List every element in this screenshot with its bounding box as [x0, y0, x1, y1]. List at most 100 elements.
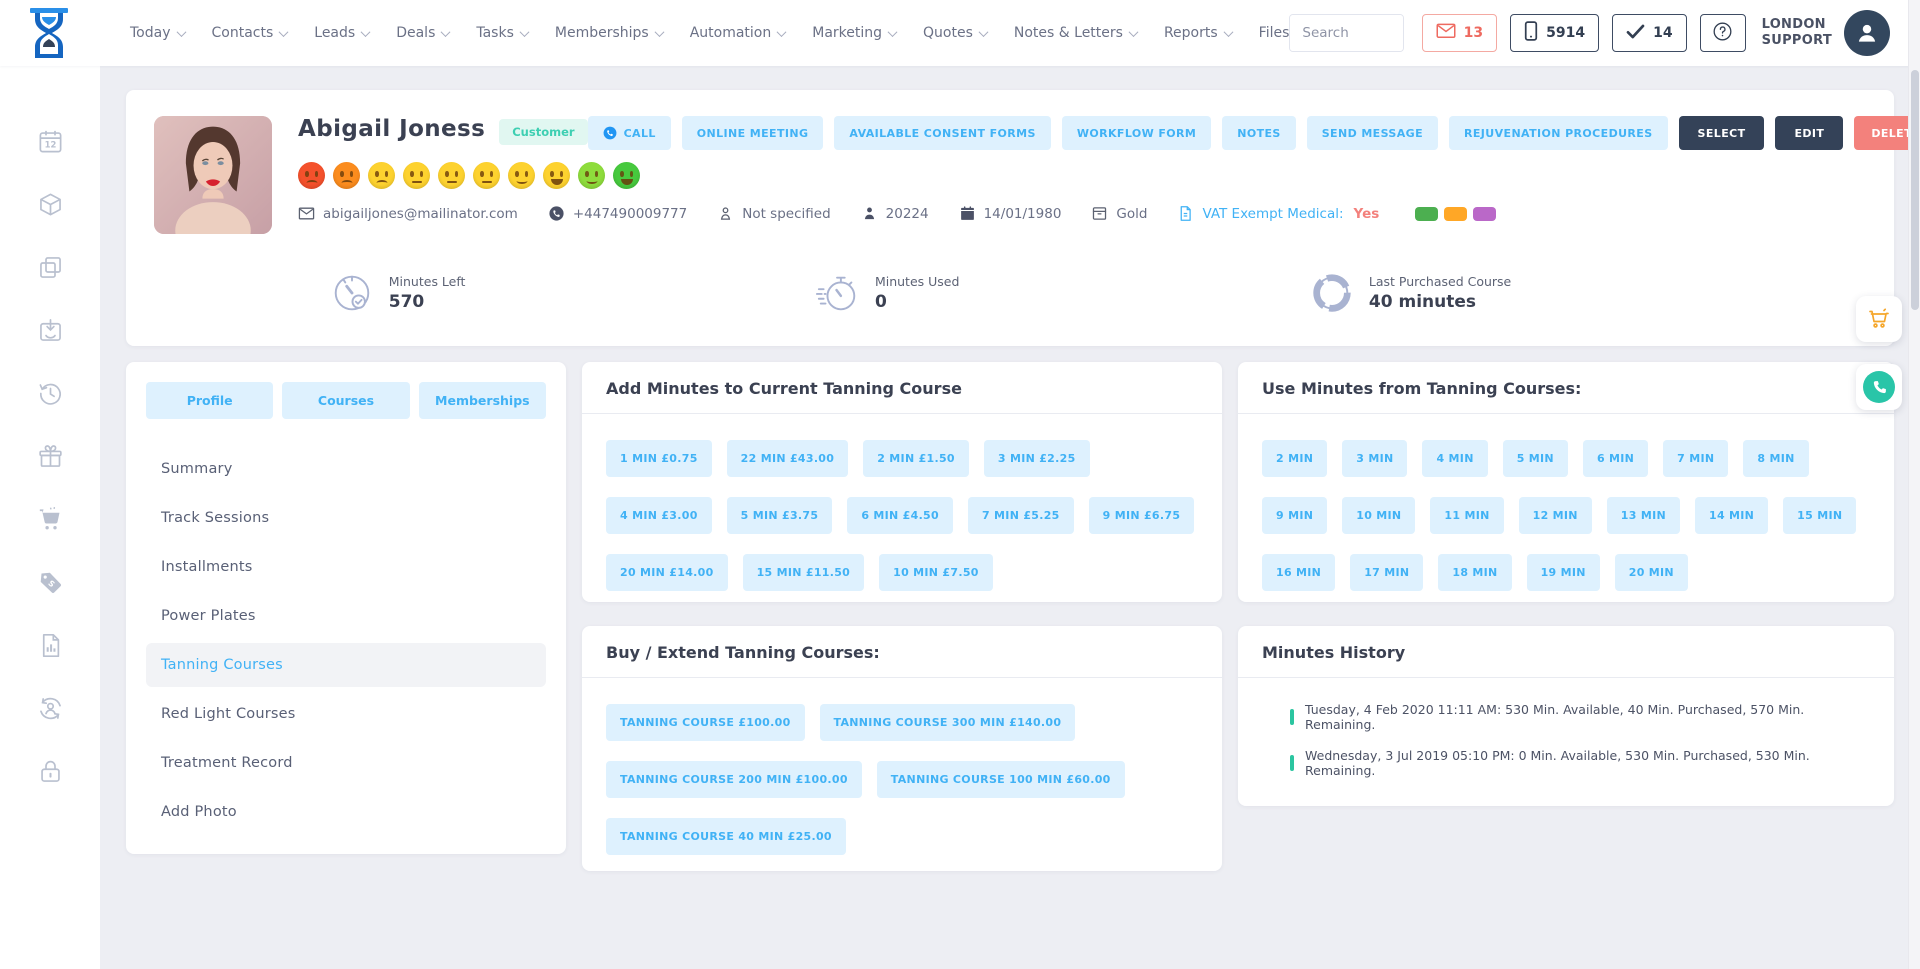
use-minutes-button[interactable]: 13 MIN: [1606, 497, 1680, 534]
gift-icon[interactable]: [37, 443, 64, 470]
price-tag-icon[interactable]: S: [37, 569, 64, 596]
tag-swatch[interactable]: [1444, 206, 1468, 221]
customer-email[interactable]: abigailjones@mailinator.com: [298, 205, 518, 222]
copy-icon[interactable]: [37, 254, 64, 281]
search-input[interactable]: [1290, 15, 1403, 51]
user-sync-icon[interactable]: [37, 695, 64, 722]
use-minutes-button[interactable]: 19 MIN: [1526, 554, 1600, 591]
use-minutes-button[interactable]: 15 MIN: [1783, 497, 1857, 534]
smiley-face-icon[interactable]: [438, 162, 465, 189]
calls-badge[interactable]: 5914: [1510, 14, 1600, 52]
profile-menu-item[interactable]: Track Sessions: [161, 510, 270, 526]
customer-phone[interactable]: +447490009777: [548, 205, 687, 222]
online-meeting-button[interactable]: ONLINE MEETING: [681, 116, 824, 150]
smiley-face-icon[interactable]: [613, 162, 640, 189]
rejuvenation-procedures-button[interactable]: REJUVENATION PROCEDURES: [1449, 116, 1668, 150]
use-minutes-button[interactable]: 7 MIN: [1663, 440, 1729, 477]
profile-menu-item[interactable]: Tanning Courses: [146, 643, 546, 687]
smiley-face-icon[interactable]: [368, 162, 395, 189]
smiley-face-icon[interactable]: [473, 162, 500, 189]
nav-item[interactable]: Tasks: [476, 25, 530, 41]
profile-menu-item[interactable]: Power Plates: [161, 608, 256, 624]
add-minutes-button[interactable]: 3 MIN £2.25: [983, 440, 1090, 477]
buy-course-button[interactable]: TANNING COURSE 100 MIN £60.00: [876, 761, 1125, 798]
messages-badge[interactable]: 13: [1421, 14, 1498, 52]
add-minutes-button[interactable]: 20 MIN £14.00: [606, 554, 728, 591]
lock-icon[interactable]: [37, 758, 64, 785]
page-scrollbar[interactable]: [1908, 0, 1920, 969]
customer-photo[interactable]: [154, 116, 272, 234]
smiley-face-icon[interactable]: [508, 162, 535, 189]
tag-swatch[interactable]: [1415, 206, 1439, 221]
buy-course-button[interactable]: TANNING COURSE £100.00: [606, 704, 805, 741]
add-minutes-button[interactable]: 10 MIN £7.50: [879, 554, 993, 591]
profile-menu-item[interactable]: Red Light Courses: [161, 706, 296, 722]
buy-course-button[interactable]: TANNING COURSE 200 MIN £100.00: [606, 761, 862, 798]
use-minutes-button[interactable]: 4 MIN: [1422, 440, 1488, 477]
profile-menu-item[interactable]: Installments: [161, 559, 253, 575]
nav-item[interactable]: Reports: [1164, 25, 1234, 41]
select-button[interactable]: SELECT: [1678, 116, 1765, 150]
buy-course-button[interactable]: TANNING COURSE 300 MIN £140.00: [819, 704, 1076, 741]
profile-menu-item[interactable]: Add Photo: [161, 804, 237, 820]
add-minutes-button[interactable]: 1 MIN £0.75: [606, 440, 712, 477]
user-avatar[interactable]: [1844, 10, 1890, 56]
use-minutes-button[interactable]: 11 MIN: [1430, 497, 1504, 534]
app-logo-hourglass-icon[interactable]: [26, 7, 72, 59]
add-minutes-button[interactable]: 15 MIN £11.50: [742, 554, 865, 591]
profile-menu-item[interactable]: Summary: [161, 461, 233, 477]
use-minutes-button[interactable]: 12 MIN: [1518, 497, 1592, 534]
use-minutes-button[interactable]: 9 MIN: [1262, 497, 1328, 534]
send-message-button[interactable]: SEND MESSAGE: [1306, 116, 1439, 150]
calendar-12-icon[interactable]: 12: [37, 128, 64, 155]
consent-forms-button[interactable]: AVAILABLE CONSENT FORMS: [834, 116, 1051, 150]
nav-item[interactable]: Marketing: [812, 25, 898, 41]
workflow-form-button[interactable]: WORKFLOW FORM: [1061, 116, 1212, 150]
nav-item[interactable]: Deals: [396, 25, 451, 41]
use-minutes-button[interactable]: 10 MIN: [1342, 497, 1416, 534]
add-minutes-button[interactable]: 9 MIN £6.75: [1088, 497, 1195, 534]
floating-phone-button[interactable]: [1856, 364, 1902, 410]
use-minutes-button[interactable]: 2 MIN: [1262, 440, 1328, 477]
nav-item[interactable]: Quotes: [923, 25, 989, 41]
tag-swatch[interactable]: [1473, 206, 1497, 221]
nav-item[interactable]: Automation: [690, 25, 787, 41]
use-minutes-button[interactable]: 8 MIN: [1743, 440, 1809, 477]
smiley-face-icon[interactable]: [543, 162, 570, 189]
profile-menu-item[interactable]: Treatment Record: [161, 755, 293, 771]
use-minutes-button[interactable]: 18 MIN: [1438, 554, 1512, 591]
add-minutes-button[interactable]: 4 MIN £3.00: [606, 497, 712, 534]
smiley-face-icon[interactable]: [403, 162, 430, 189]
add-minutes-button[interactable]: 5 MIN £3.75: [726, 497, 833, 534]
cart-icon[interactable]: [37, 506, 64, 533]
nav-item[interactable]: Memberships: [555, 25, 665, 41]
history-icon[interactable]: [37, 380, 64, 407]
add-minutes-button[interactable]: 6 MIN £4.50: [847, 497, 953, 534]
add-minutes-button[interactable]: 2 MIN £1.50: [863, 440, 969, 477]
nav-item[interactable]: Files: [1259, 25, 1290, 41]
use-minutes-button[interactable]: 6 MIN: [1582, 440, 1649, 477]
use-minutes-button[interactable]: 16 MIN: [1262, 554, 1336, 591]
add-minutes-button[interactable]: 7 MIN £5.25: [967, 497, 1074, 534]
smiley-face-icon[interactable]: [333, 162, 360, 189]
use-minutes-button[interactable]: 5 MIN: [1502, 440, 1568, 477]
profile-tab[interactable]: Courses: [282, 382, 410, 419]
floating-cart-button[interactable]: [1856, 296, 1902, 342]
smiley-face-icon[interactable]: [298, 162, 325, 189]
nav-item[interactable]: Contacts: [212, 25, 289, 41]
use-minutes-button[interactable]: 17 MIN: [1350, 554, 1424, 591]
nav-item[interactable]: Leads: [314, 25, 371, 41]
scrollbar-thumb[interactable]: [1911, 70, 1919, 310]
call-button[interactable]: CALL: [587, 116, 671, 150]
smiley-face-icon[interactable]: [578, 162, 605, 189]
edit-button[interactable]: EDIT: [1775, 116, 1844, 150]
nav-item[interactable]: Today: [130, 25, 186, 41]
notes-button[interactable]: NOTES: [1222, 116, 1296, 150]
nav-item[interactable]: Notes & Letters: [1014, 25, 1139, 41]
use-minutes-button[interactable]: 3 MIN: [1342, 440, 1408, 477]
calendar-import-icon[interactable]: [37, 317, 64, 344]
add-minutes-button[interactable]: 22 MIN £43.00: [726, 440, 849, 477]
profile-tab[interactable]: Profile: [146, 382, 274, 419]
profile-tab[interactable]: Memberships: [418, 382, 546, 419]
help-button[interactable]: [1699, 14, 1746, 52]
